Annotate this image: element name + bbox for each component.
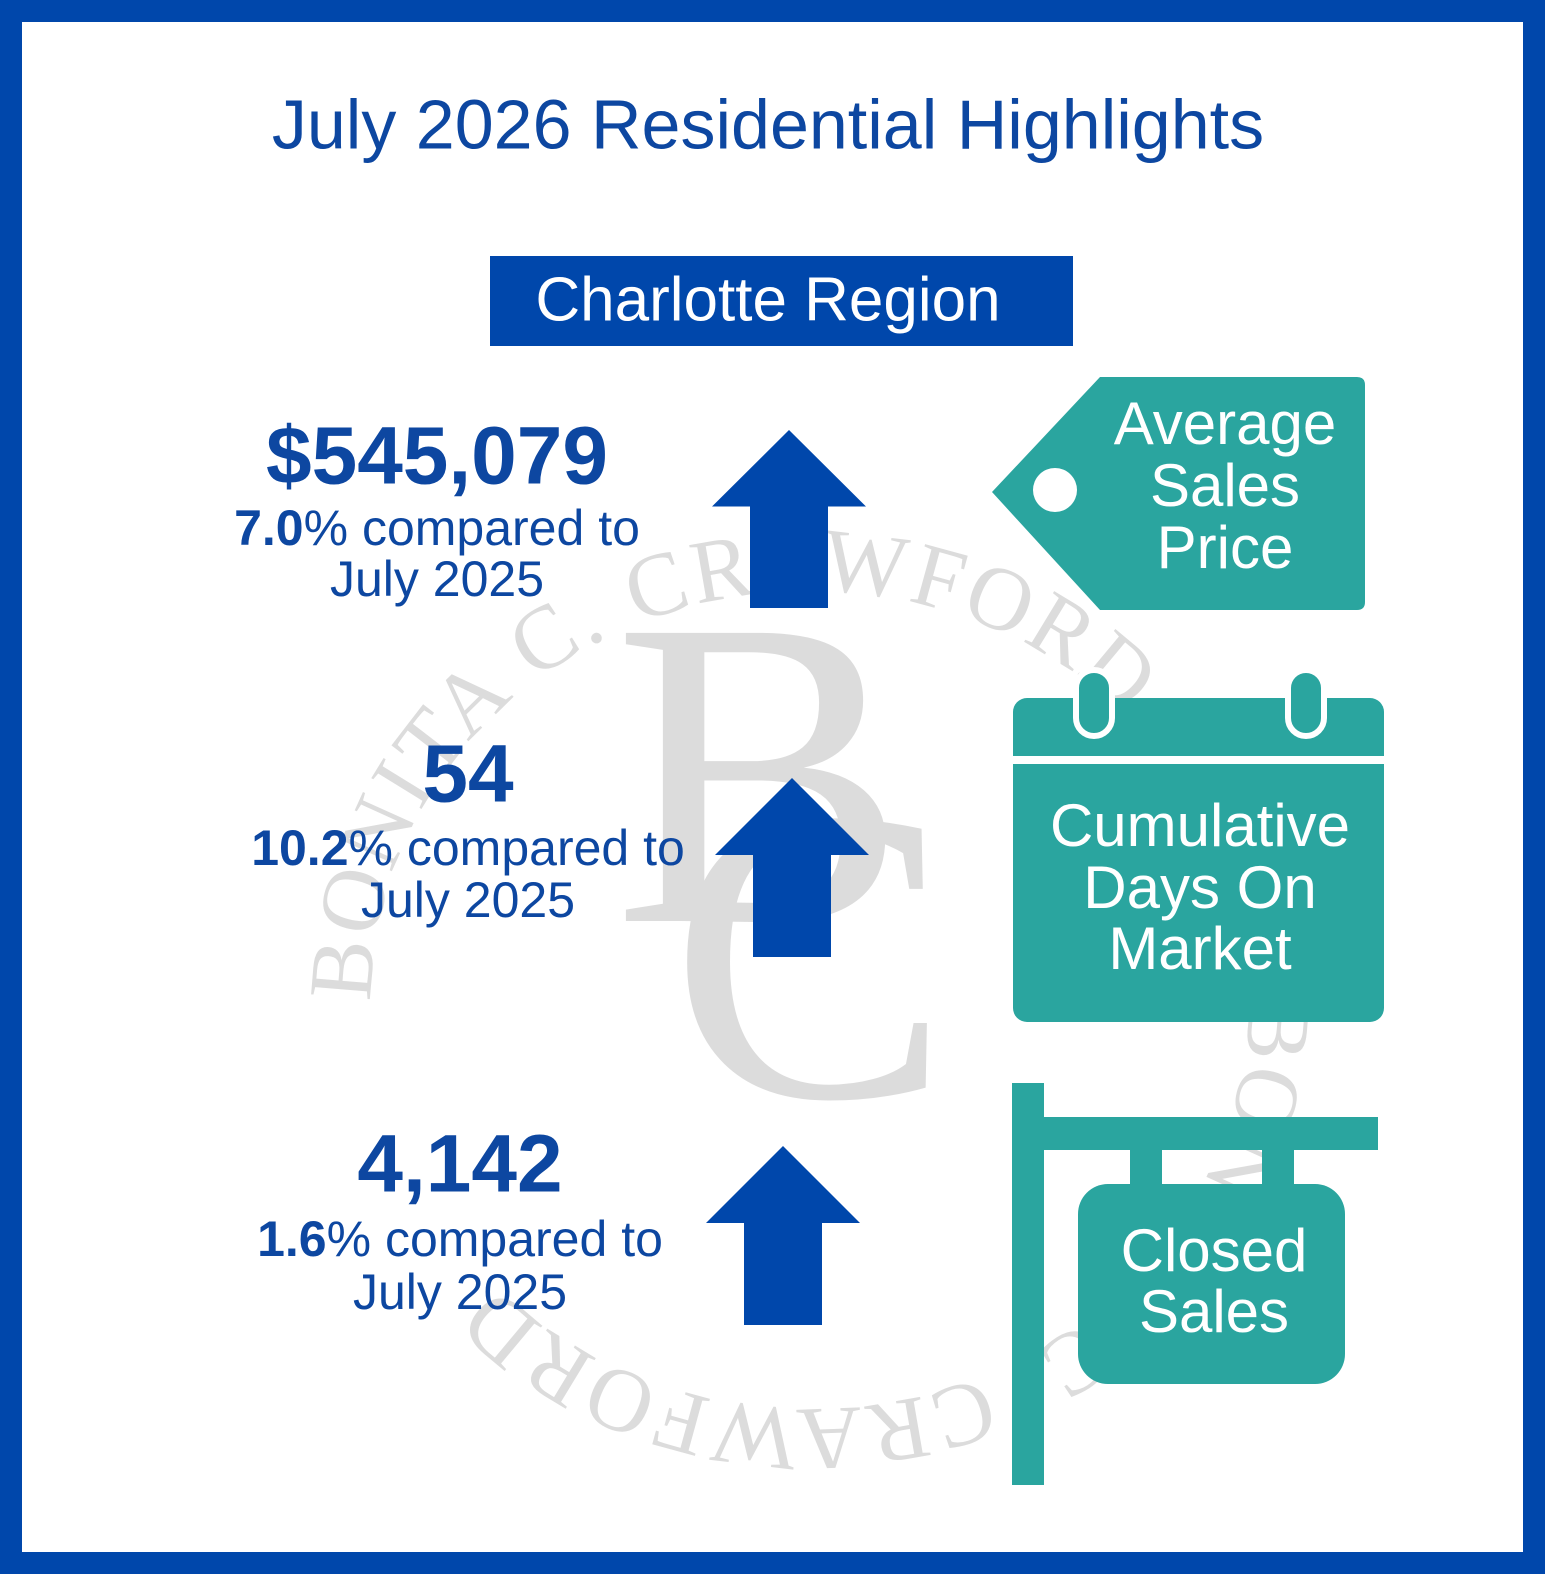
metric-change-line: 10.2% compared to [251,820,685,876]
sign-icon [1012,1083,1378,1485]
metric-comparison: % compared to [327,1211,663,1267]
title: July 2026 Residential Highlights [272,85,1264,163]
metric-value: 4,142 [357,1119,562,1210]
price-tag-icon [992,377,1365,610]
metric-label: Sales [1150,452,1300,519]
metric-change: 7.0 [234,500,304,556]
metric-value: 54 [422,729,514,820]
metric-period: July 2025 [330,551,544,607]
metric-label: Sales [1139,1278,1289,1345]
region: Charlotte Region [535,265,1000,334]
up-arrow [715,778,869,957]
up-arrow [706,1146,860,1325]
metric-label: Closed [1121,1217,1308,1284]
metric-period: July 2025 [353,1264,567,1320]
metric-comparison: % compared to [304,500,640,556]
metric-label: Days On [1083,854,1316,921]
metric-change-line: 1.6% compared to [257,1211,663,1267]
up-arrow [712,430,866,608]
metric-label: Cumulative [1050,792,1350,859]
metric-comparison: % compared to [349,820,685,876]
metric-label: Market [1108,915,1292,982]
metric-change: 1.6 [257,1211,327,1267]
metric-period: July 2025 [361,872,575,928]
metric-label: Price [1157,514,1294,581]
calendar-icon [1013,667,1384,1022]
metric-change-line: 7.0% compared to [234,500,640,556]
metric-value: $545,079 [266,411,608,502]
metric-label: Average [1114,390,1336,457]
region-badge [490,256,1073,346]
metric-change: 10.2 [251,820,348,876]
